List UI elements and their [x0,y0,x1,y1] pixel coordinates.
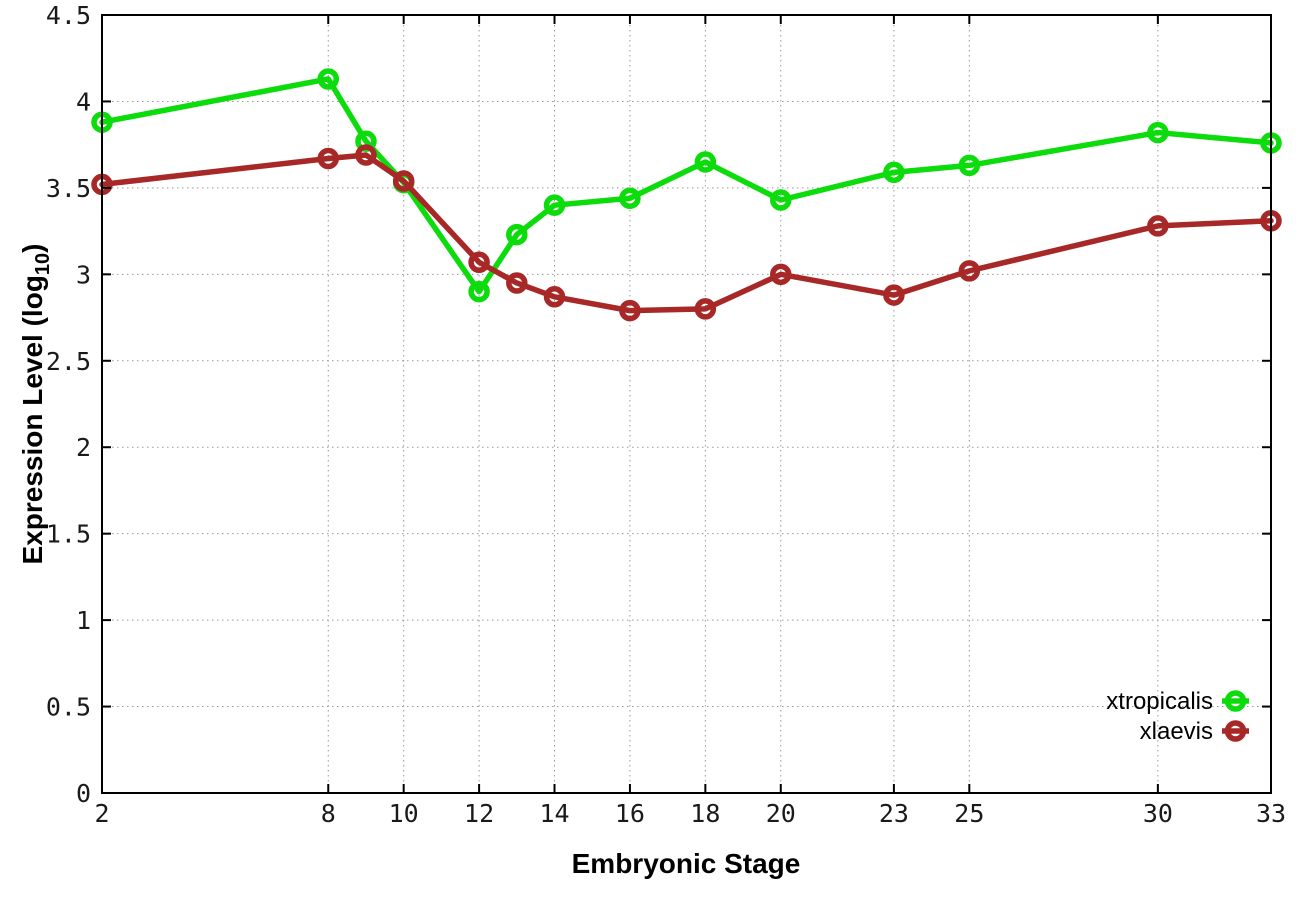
data-point-xtropicalis-25 [958,154,981,177]
x-tick-label: 2 [94,799,109,828]
data-point-xtropicalis-30 [1147,121,1169,144]
x-tick-label: 8 [321,799,336,828]
x-tick-label: 33 [1256,799,1286,828]
legend-label-xlaevis: xlaevis [1140,718,1213,745]
x-tick-label: 16 [615,799,645,828]
data-point-xlaevis-8 [317,147,340,170]
y-tick-label: 2 [76,433,91,462]
x-tick-label: 18 [690,799,720,828]
data-point-xlaevis-12 [468,251,490,273]
data-point-xtropicalis-23 [883,161,905,184]
data-point-xtropicalis-14 [543,194,566,216]
series-line-xlaevis [99,152,1274,314]
data-point-xtropicalis-16 [619,187,641,210]
y-tick-label: 0 [76,779,91,808]
y-tick-label: 1.5 [46,520,91,549]
data-point-xlaevis-9 [355,144,377,166]
y-tick-label: 4.5 [46,1,91,30]
data-point-xlaevis-20 [770,263,792,286]
series-line-xtropicalis [99,76,1274,295]
x-tick-label: 20 [766,799,796,828]
legend-marker-xtropicalis [1224,690,1247,712]
y-axis-title-end: ) [17,244,48,253]
y-tick-label: 3 [76,260,91,289]
data-point-xlaevis-30 [1147,215,1169,237]
axis-titles: Embryonic Stage Expression Level (log10) [17,244,800,880]
y-axis-title-main: Expression Level (log [17,275,48,564]
y-tick-label: 1 [76,606,91,635]
gridlines [101,14,1272,794]
data-series [91,68,1282,322]
y-tick-label: 4 [76,87,91,116]
y-axis-title-subscript: 10 [32,253,54,275]
data-point-xlaevis-18 [694,298,717,320]
x-axis-title: Embryonic Stage [572,848,801,879]
x-tick-label: 25 [954,799,984,828]
y-tick-label: 2.5 [46,347,91,376]
data-point-xlaevis-14 [543,286,566,308]
data-point-xtropicalis-20 [770,189,792,211]
legend: xtropicalis xlaevis [1106,688,1249,745]
data-point-xtropicalis-8 [317,68,340,90]
legend-label-xtropicalis: xtropicalis [1106,688,1213,715]
x-tick-label: 30 [1143,799,1173,828]
data-point-xlaevis-13 [506,272,528,294]
data-point-xlaevis-23 [883,284,905,306]
plot-border-and-ticks [101,14,1272,794]
plot-border [101,14,1272,794]
tick-labels: 2 8 10 12 14 16 18 20 23 25 30 33 0 0.5 1 1.5 2 2.5 3 3.5 4 4… [46,1,1286,828]
y-tick-label: 0.5 [46,693,91,722]
y-axis-title: Expression Level (log10) [17,244,54,565]
data-point-xlaevis-25 [958,260,981,282]
x-tick-label: 10 [389,799,419,828]
data-point-xtropicalis-18 [694,151,717,173]
legend-marker-xlaevis [1224,720,1247,742]
data-point-xlaevis-16 [619,299,641,322]
x-tick-label: 14 [539,799,569,828]
data-point-xtropicalis-12 [468,280,490,303]
y-tick-label: 3.5 [46,174,91,203]
x-tick-label: 23 [879,799,909,828]
data-point-xlaevis-10 [392,170,415,192]
x-tick-label: 12 [464,799,494,828]
data-point-xtropicalis-13 [506,223,528,246]
